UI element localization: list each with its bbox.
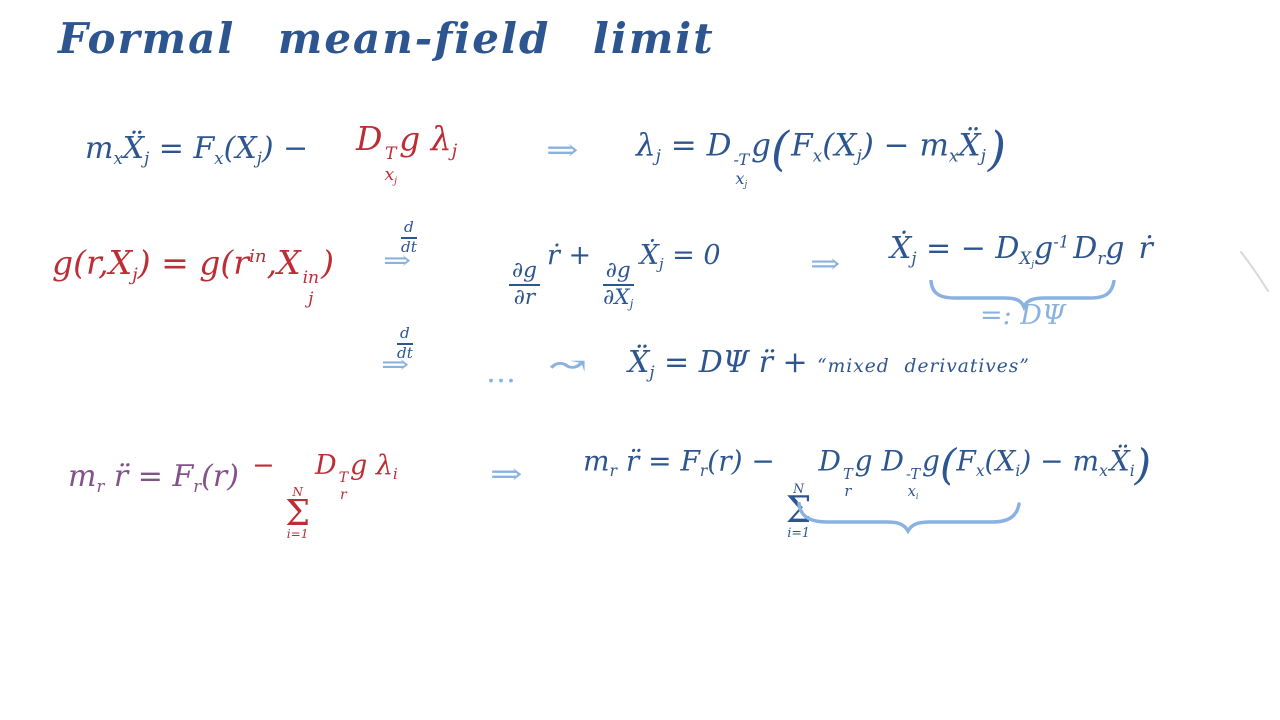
page-title: Formal mean-field limit — [58, 14, 715, 63]
implies-arrow-ddt-1: ⇒ — [383, 246, 412, 276]
dpsi-definition-label: =: DΨ — [980, 300, 1066, 331]
eq2-constraint: g(r,Xj) = g(rin,X in j) — [52, 243, 334, 309]
ddt-operator-1: d dt — [401, 218, 417, 257]
underbrace-2 — [796, 501, 1026, 540]
stray-pen-mark-curve — [1240, 251, 1269, 292]
implies-arrow-2: ⇒ — [810, 247, 841, 280]
underbrace-dpsi-curve — [929, 279, 1116, 312]
eq1-newton-particle: mxẌj = Fx(Xj) − — [85, 131, 309, 168]
underbrace-2-curve — [797, 501, 1021, 535]
stray-pen-mark — [1235, 248, 1275, 300]
implies-arrow-3: ⇒ — [490, 457, 523, 492]
eq3-xddot: Ẍj = DΨ r̈ + “mixed derivatives” — [628, 345, 1030, 382]
implies-arrow-1: ⇒ — [546, 133, 579, 168]
eq1-lambda-solved: λj = D -T xj g(Fx(Xj) − mxẌj) — [636, 122, 1007, 190]
ellipsis: … — [486, 355, 519, 390]
eq4-newton-com: mr r̈ = Fr(r) — [68, 459, 239, 496]
underbrace-dpsi — [928, 279, 1118, 316]
eq2-differentiated: ∂g ∂r ṙ + ∂g ∂Xj Ẋj = 0 — [506, 242, 721, 311]
implies-arrow-ddt-2: ⇒ — [381, 350, 410, 380]
ddt-operator-2: d dt — [397, 324, 413, 363]
leadsto-arrow: ↝ — [548, 345, 588, 386]
eq2-xdot-solved: Ẋj = − DXjg-1 Drg ṙ — [890, 231, 1153, 270]
